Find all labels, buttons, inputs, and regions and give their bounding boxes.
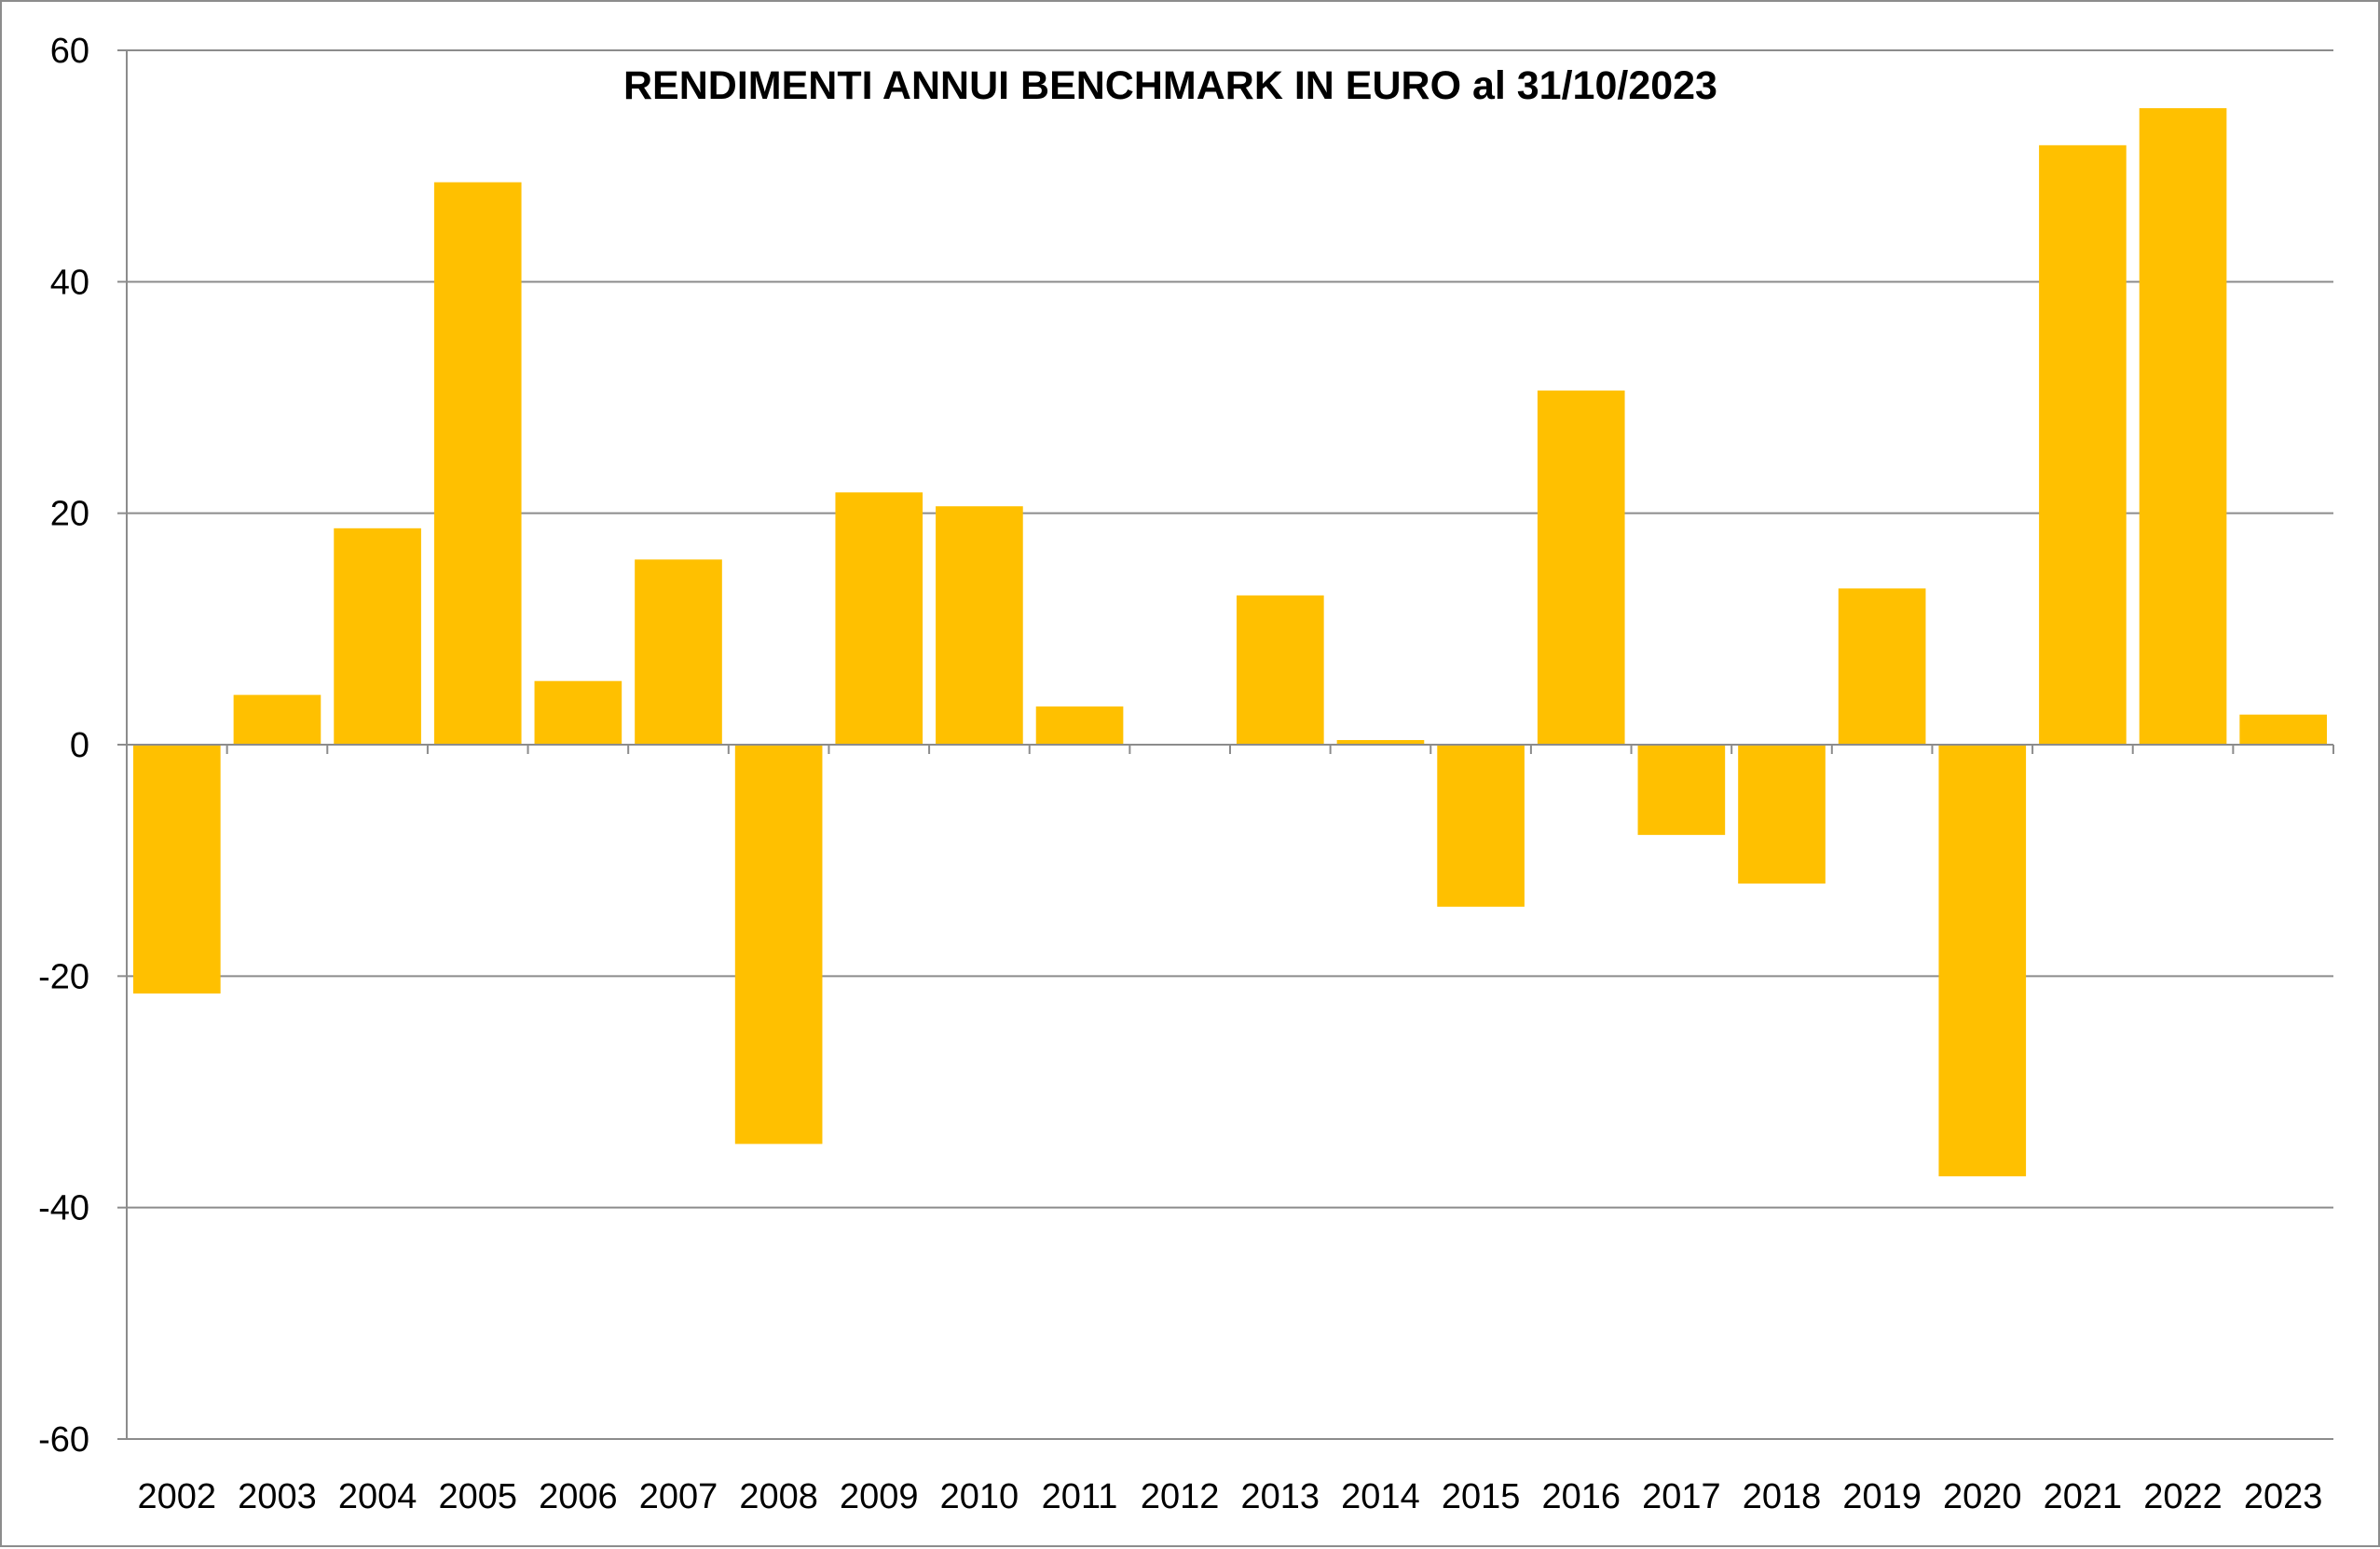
x-tick-label: 2022 [2143,1477,2223,1516]
x-tick-label: 2002 [138,1477,217,1516]
x-tick-label: 2023 [2244,1477,2323,1516]
x-tick-label: 2013 [1241,1477,1320,1516]
x-tick-label: 2016 [1541,1477,1621,1516]
x-tick-label: 2017 [1642,1477,1721,1516]
bar-2005 [434,183,522,745]
bar-2009 [835,492,923,745]
bar-2019 [1839,588,1926,745]
x-tick-label: 2015 [1442,1477,1521,1516]
bar-2017 [1638,745,1726,835]
x-tick-label: 2018 [1743,1477,1822,1516]
chart-title: RENDIMENTI ANNUI BENCHMARK IN EURO al 31… [623,63,1717,108]
bar-2016 [1538,391,1625,745]
x-tick-label: 2005 [438,1477,517,1516]
x-tick-label: 2008 [739,1477,818,1516]
bar-2022 [2140,108,2227,745]
y-tick-label: 40 [50,263,89,302]
x-tick-label: 2011 [1042,1477,1118,1516]
bars [133,108,2327,1176]
bar-2008 [735,745,823,1144]
x-tick-label: 2006 [539,1477,618,1516]
y-tick-label: -20 [38,957,89,996]
bar-2002 [133,745,221,994]
bar-2004 [334,528,421,745]
bar-2013 [1237,596,1324,745]
y-tick-labels: 60 40 20 0 -20 -40 -60 [38,32,89,1460]
x-tick-label: 2020 [1943,1477,2022,1516]
bar-2018 [1738,745,1826,884]
x-tick-label: 2003 [238,1477,317,1516]
bar-2020 [1938,745,2026,1176]
bar-2006 [535,681,622,745]
x-tick-labels: 2002 2003 2004 2005 2006 2007 2008 2009 2010 2011… [138,1477,2323,1516]
y-tick-label: 60 [50,32,89,71]
y-tick-label: 20 [50,495,89,534]
x-tick-label: 2007 [639,1477,718,1516]
bar-2021 [2039,145,2127,745]
bar-2010 [936,506,1023,745]
bar-2003 [234,695,321,745]
bar-2023 [2239,715,2327,745]
x-tick-label: 2009 [840,1477,919,1516]
x-tick-label: 2010 [940,1477,1019,1516]
y-tick-label: -40 [38,1189,89,1228]
x-tick-label: 2021 [2044,1477,2123,1516]
bar-2007 [635,559,722,745]
x-tick-label: 2019 [1842,1477,1922,1516]
x-tick-label: 2012 [1141,1477,1220,1516]
x-tick-label: 2014 [1341,1477,1420,1516]
x-tick-label: 2004 [338,1477,417,1516]
bar-2015 [1437,745,1525,907]
bar-2011 [1036,706,1124,745]
y-tick-label: -60 [38,1420,89,1460]
y-tick-label: 0 [70,726,89,765]
